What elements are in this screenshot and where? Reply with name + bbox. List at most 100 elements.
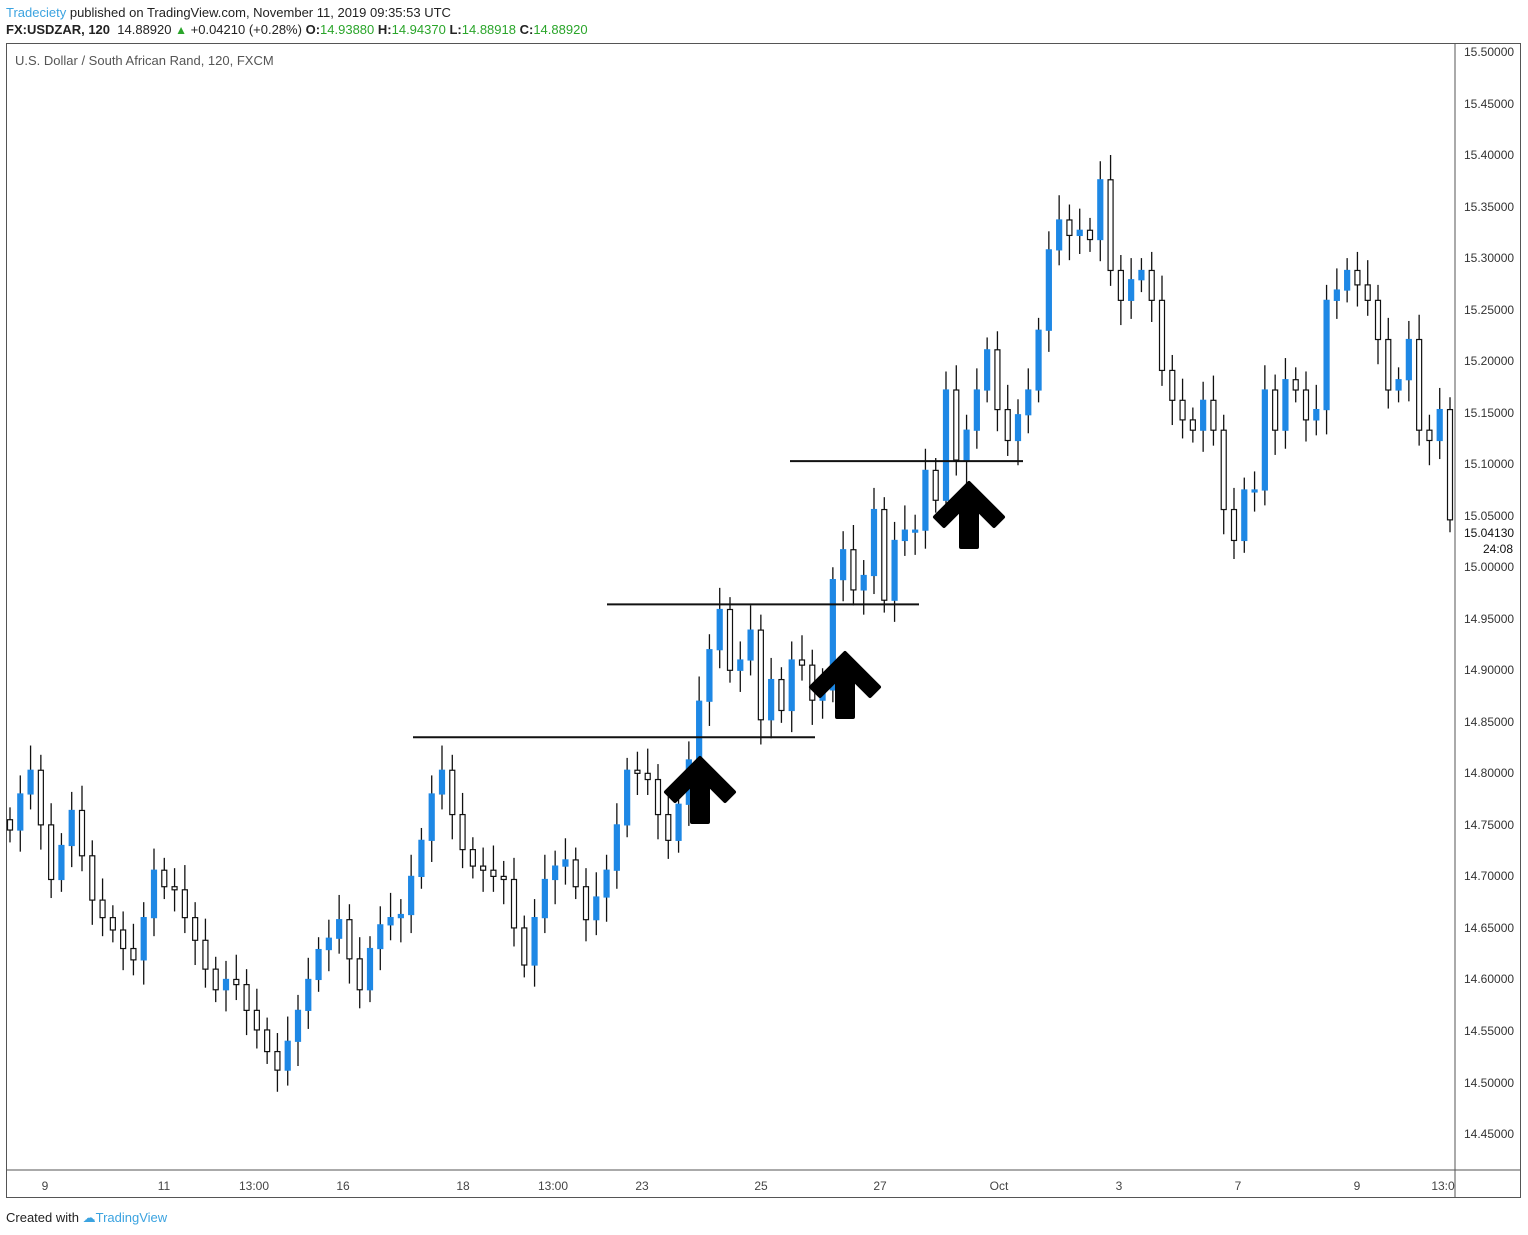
- y-tick: 14.80000: [1464, 766, 1515, 781]
- candle-down: [510, 878, 518, 929]
- candle-down: [243, 984, 250, 1011]
- candle-down: [1416, 338, 1423, 431]
- candle-up: [963, 429, 970, 461]
- candle-down: [726, 608, 734, 671]
- x-tick: 11: [157, 1179, 171, 1193]
- last-price: 14.88920: [117, 22, 172, 37]
- candle-up: [1045, 249, 1052, 331]
- close-value: 14.88920: [533, 22, 588, 37]
- candle-up: [624, 769, 631, 826]
- low-label: L:: [449, 22, 462, 37]
- ohlc-legend: FX:USDZAR, 120 14.88920 ▲ +0.04210 (+0.2…: [6, 22, 588, 37]
- y-tick: 15.40000: [1464, 148, 1515, 163]
- candle-down: [212, 968, 219, 991]
- published-text: published on TradingView.com, November 1…: [69, 5, 451, 20]
- candle-up: [891, 539, 898, 601]
- tradingview-link[interactable]: TradingView: [95, 1210, 168, 1225]
- candle-down: [1302, 389, 1310, 421]
- candle-down: [192, 917, 199, 941]
- candle-down: [99, 899, 106, 919]
- y-tick: 14.45000: [1464, 1127, 1515, 1142]
- candle-up: [284, 1040, 291, 1071]
- x-tick: Oct: [989, 1179, 1009, 1193]
- chart-frame: [6, 43, 1521, 1198]
- y-tick: 15.20000: [1464, 354, 1515, 369]
- candle-up: [768, 678, 775, 721]
- candle-down: [469, 849, 476, 867]
- y-tick: 15.15000: [1464, 405, 1515, 420]
- x-tick: 27: [873, 1179, 887, 1193]
- candle-down: [120, 929, 127, 950]
- low-value: 14.88918: [461, 22, 516, 37]
- candle-down: [850, 549, 857, 591]
- candle-up: [552, 865, 559, 881]
- x-tick: 13:00: [537, 1179, 569, 1193]
- candle-up: [294, 1009, 302, 1042]
- candle-up: [1097, 179, 1104, 241]
- candle-up: [1323, 299, 1330, 411]
- annotations: [664, 481, 1005, 824]
- candle-up: [366, 947, 374, 991]
- candle-down: [274, 1050, 281, 1071]
- candle-up: [870, 508, 878, 577]
- y-tick: 14.75000: [1464, 817, 1515, 832]
- candle-up: [1128, 279, 1135, 301]
- high-label: H:: [377, 22, 392, 37]
- up-arrow-icon: [933, 481, 1005, 549]
- bar-countdown: 24:08: [1483, 542, 1514, 556]
- candle-down: [78, 809, 86, 857]
- candle-down: [253, 1009, 260, 1031]
- candle-down: [521, 927, 528, 966]
- tradingview-logo-icon: ☁: [82, 1210, 96, 1225]
- candle-up: [696, 700, 703, 761]
- candle-down: [757, 629, 764, 721]
- candle-down: [130, 947, 137, 961]
- y-tick: 15.00000: [1464, 560, 1515, 575]
- candle-down: [953, 389, 960, 461]
- candle-up: [603, 869, 610, 898]
- candle-up: [747, 629, 754, 661]
- candle-down: [459, 813, 466, 851]
- candle-up: [593, 896, 600, 921]
- candle-down: [171, 886, 178, 891]
- candle-down: [665, 813, 672, 841]
- y-tick: 15.35000: [1464, 199, 1515, 214]
- candle-up: [17, 793, 24, 831]
- candle-up: [973, 389, 980, 431]
- candle-down: [1148, 269, 1155, 301]
- candle-up: [377, 924, 384, 950]
- candle-down: [572, 859, 579, 888]
- candle-up: [387, 917, 394, 926]
- candle-up: [613, 824, 620, 871]
- candle-down: [37, 769, 44, 826]
- x-tick: 16: [336, 1179, 350, 1193]
- candle-up: [541, 878, 548, 919]
- candle-down: [1354, 269, 1361, 286]
- candle-down: [1086, 229, 1094, 241]
- candle-down: [1066, 219, 1073, 237]
- candle-down: [1385, 338, 1392, 391]
- candle-up: [140, 917, 147, 961]
- open-value: 14.93880: [320, 22, 375, 37]
- candle-up: [325, 937, 332, 951]
- y-tick: 15.45000: [1464, 96, 1515, 111]
- candle-down: [1169, 369, 1176, 401]
- candle-up: [942, 389, 950, 501]
- candle-up: [1251, 489, 1258, 493]
- candle-down: [1189, 419, 1196, 431]
- x-tick: 7: [1234, 1179, 1242, 1193]
- publisher-link[interactable]: Tradeciety: [6, 5, 67, 20]
- candle-up: [1035, 329, 1042, 391]
- candle-down: [202, 939, 209, 970]
- up-arrow-icon: [664, 756, 736, 824]
- high-value: 14.94370: [391, 22, 446, 37]
- y-tick: 14.85000: [1464, 714, 1515, 729]
- candle-down: [582, 886, 590, 921]
- candle-up: [531, 917, 538, 966]
- candle-up: [1344, 269, 1351, 291]
- candle-up: [984, 349, 991, 391]
- candle-up: [336, 919, 343, 939]
- y-tick: 14.60000: [1464, 972, 1515, 987]
- candle-up: [1313, 408, 1320, 421]
